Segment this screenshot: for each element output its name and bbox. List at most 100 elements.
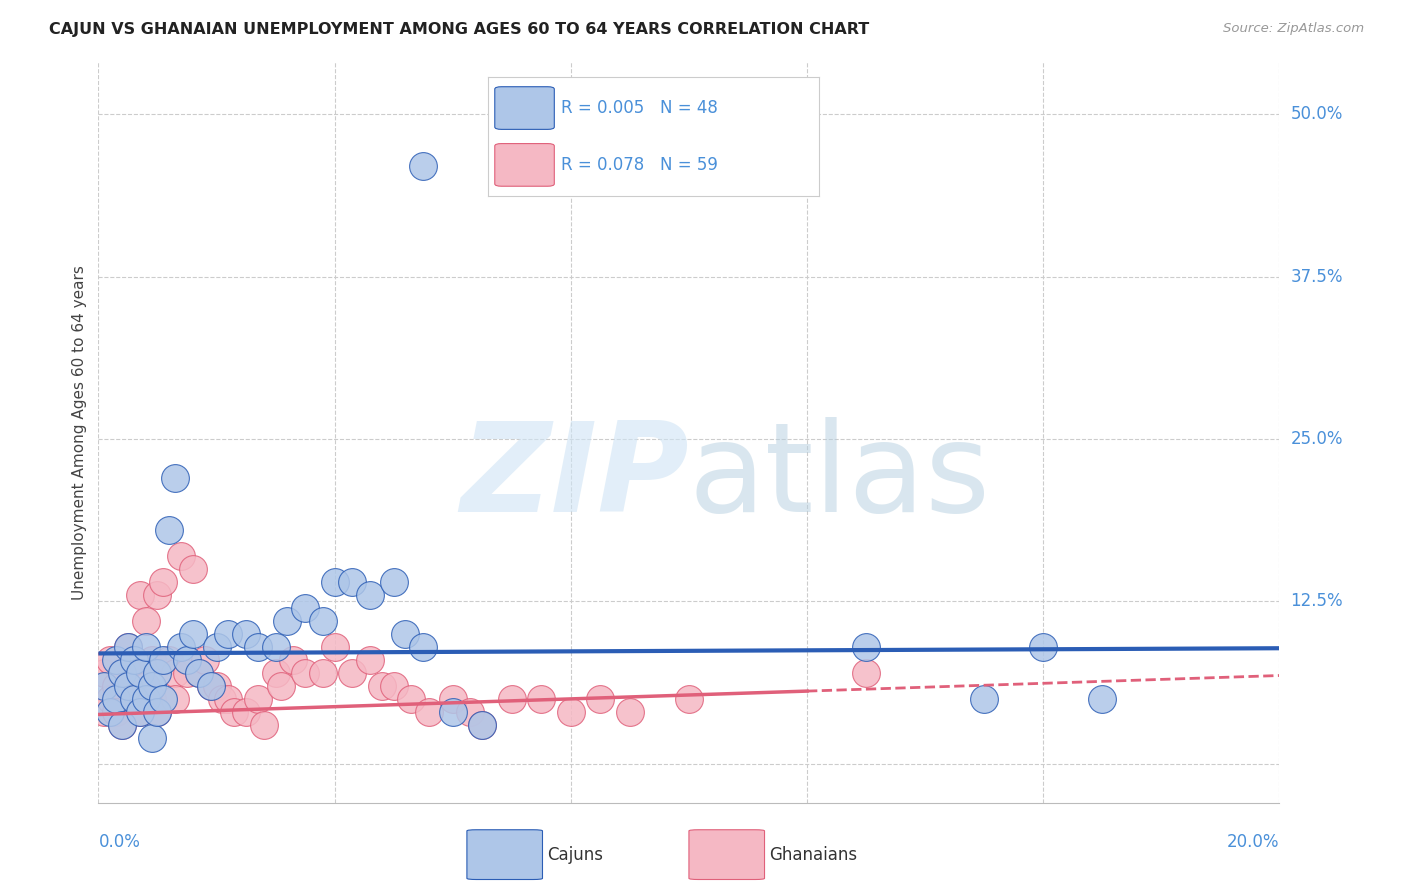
Point xyxy=(619,705,641,719)
Text: atlas: atlas xyxy=(689,417,991,538)
Point xyxy=(253,718,276,732)
Point xyxy=(122,653,145,667)
Point xyxy=(589,692,612,706)
Point xyxy=(246,692,269,706)
Point xyxy=(135,640,157,654)
Point xyxy=(170,549,193,563)
Point xyxy=(283,653,305,667)
Point xyxy=(401,692,423,706)
Point xyxy=(98,705,121,719)
Point xyxy=(441,692,464,706)
Point xyxy=(211,692,233,706)
Point xyxy=(359,588,381,602)
Point xyxy=(382,679,405,693)
Point xyxy=(111,718,134,732)
Point xyxy=(135,692,157,706)
Point xyxy=(135,679,157,693)
Point xyxy=(93,665,115,680)
Point xyxy=(1032,640,1054,654)
Point xyxy=(93,679,115,693)
Point xyxy=(105,705,128,719)
Point xyxy=(187,665,209,680)
Point xyxy=(105,692,128,706)
Point xyxy=(111,718,134,732)
Point xyxy=(152,574,174,589)
Point xyxy=(117,679,139,693)
Point xyxy=(111,665,134,680)
Text: 20.0%: 20.0% xyxy=(1227,833,1279,851)
Point xyxy=(128,705,150,719)
Point xyxy=(973,692,995,706)
Point xyxy=(146,705,169,719)
Point xyxy=(176,653,198,667)
Point xyxy=(157,653,180,667)
Point xyxy=(412,640,434,654)
Point xyxy=(235,705,257,719)
Point xyxy=(152,653,174,667)
Point xyxy=(117,640,139,654)
Point xyxy=(418,705,440,719)
Point xyxy=(323,640,346,654)
Point xyxy=(342,665,364,680)
Point xyxy=(176,665,198,680)
Point xyxy=(205,679,228,693)
Point xyxy=(122,653,145,667)
Point xyxy=(128,588,150,602)
Point xyxy=(157,523,180,537)
Point xyxy=(276,614,298,628)
Point xyxy=(181,627,204,641)
Point xyxy=(342,574,364,589)
Point xyxy=(264,665,287,680)
Point xyxy=(312,665,335,680)
Point xyxy=(98,692,121,706)
Point xyxy=(270,679,292,693)
Point xyxy=(294,601,316,615)
Point xyxy=(117,679,139,693)
Point xyxy=(98,653,121,667)
Point xyxy=(152,692,174,706)
Point xyxy=(165,665,187,680)
Point xyxy=(312,614,335,628)
Text: 0.0%: 0.0% xyxy=(98,833,141,851)
Point xyxy=(105,653,128,667)
Point xyxy=(187,665,209,680)
Point xyxy=(200,679,222,693)
Point xyxy=(412,159,434,173)
Point xyxy=(471,718,494,732)
Point xyxy=(371,679,394,693)
Point xyxy=(111,665,134,680)
Point xyxy=(855,665,877,680)
Point xyxy=(141,692,163,706)
Point xyxy=(217,627,239,641)
Point xyxy=(200,679,222,693)
Point xyxy=(394,627,416,641)
Point xyxy=(441,705,464,719)
Point xyxy=(501,692,523,706)
Point xyxy=(224,705,246,719)
Point xyxy=(165,471,187,485)
Point xyxy=(678,692,700,706)
Point xyxy=(460,705,482,719)
Point xyxy=(1091,692,1114,706)
Point xyxy=(93,705,115,719)
Point xyxy=(146,665,169,680)
Point xyxy=(264,640,287,654)
Point xyxy=(217,692,239,706)
Point xyxy=(146,705,169,719)
Text: Source: ZipAtlas.com: Source: ZipAtlas.com xyxy=(1223,22,1364,36)
Text: 50.0%: 50.0% xyxy=(1291,105,1343,123)
Text: 12.5%: 12.5% xyxy=(1291,592,1343,610)
Point xyxy=(128,705,150,719)
Text: CAJUN VS GHANAIAN UNEMPLOYMENT AMONG AGES 60 TO 64 YEARS CORRELATION CHART: CAJUN VS GHANAIAN UNEMPLOYMENT AMONG AGE… xyxy=(49,22,869,37)
Point xyxy=(105,679,128,693)
Text: 25.0%: 25.0% xyxy=(1291,430,1343,448)
Point xyxy=(117,640,139,654)
Point xyxy=(205,640,228,654)
Point xyxy=(165,692,187,706)
Point xyxy=(122,692,145,706)
Point xyxy=(294,665,316,680)
Point xyxy=(128,665,150,680)
Point xyxy=(181,562,204,576)
Point xyxy=(146,588,169,602)
Point xyxy=(194,653,217,667)
